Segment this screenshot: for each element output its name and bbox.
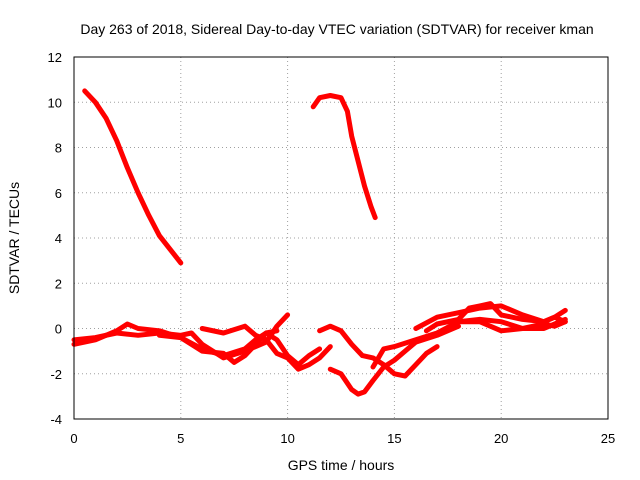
x-tick-label: 5 bbox=[177, 431, 184, 446]
tick-labels: 0 5 10 15 20 25 -4 -2 0 2 4 6 8 10 12 bbox=[48, 50, 616, 446]
series-line-low-10 bbox=[456, 316, 568, 331]
grid bbox=[74, 57, 608, 419]
y-tick-label: 10 bbox=[48, 95, 62, 110]
x-tick-label: 20 bbox=[494, 431, 508, 446]
series-line-low-4 bbox=[199, 323, 333, 372]
y-tick-label: 2 bbox=[55, 276, 62, 291]
series-line-arc-2-high bbox=[310, 93, 378, 221]
x-tick-label: 0 bbox=[70, 431, 77, 446]
series-line-arc-1-high bbox=[82, 88, 184, 266]
series-line-low-6 bbox=[327, 323, 461, 397]
series-line-low-3 bbox=[156, 330, 323, 368]
series-line-low-5 bbox=[317, 323, 440, 379]
y-tick-label: -2 bbox=[50, 367, 62, 382]
chart-title: Day 263 of 2018, Sidereal Day-to-day VTE… bbox=[80, 21, 593, 37]
y-tick-label: -4 bbox=[50, 412, 62, 427]
x-tick-label: 25 bbox=[601, 431, 615, 446]
y-tick-label: 4 bbox=[55, 231, 62, 246]
y-axis-label: SDTVAR / TECUs bbox=[6, 182, 22, 294]
plot-frame bbox=[73, 56, 609, 420]
x-tick-label: 15 bbox=[387, 431, 401, 446]
x-axis-label: GPS time / hours bbox=[288, 457, 395, 473]
series-layer bbox=[71, 88, 568, 397]
y-tick-label: 8 bbox=[55, 141, 62, 156]
y-tick-label: 12 bbox=[48, 50, 62, 65]
x-tick-label: 10 bbox=[280, 431, 294, 446]
y-tick-label: 6 bbox=[55, 186, 62, 201]
series-line-low-9 bbox=[413, 303, 568, 331]
y-tick-label: 0 bbox=[55, 322, 62, 337]
